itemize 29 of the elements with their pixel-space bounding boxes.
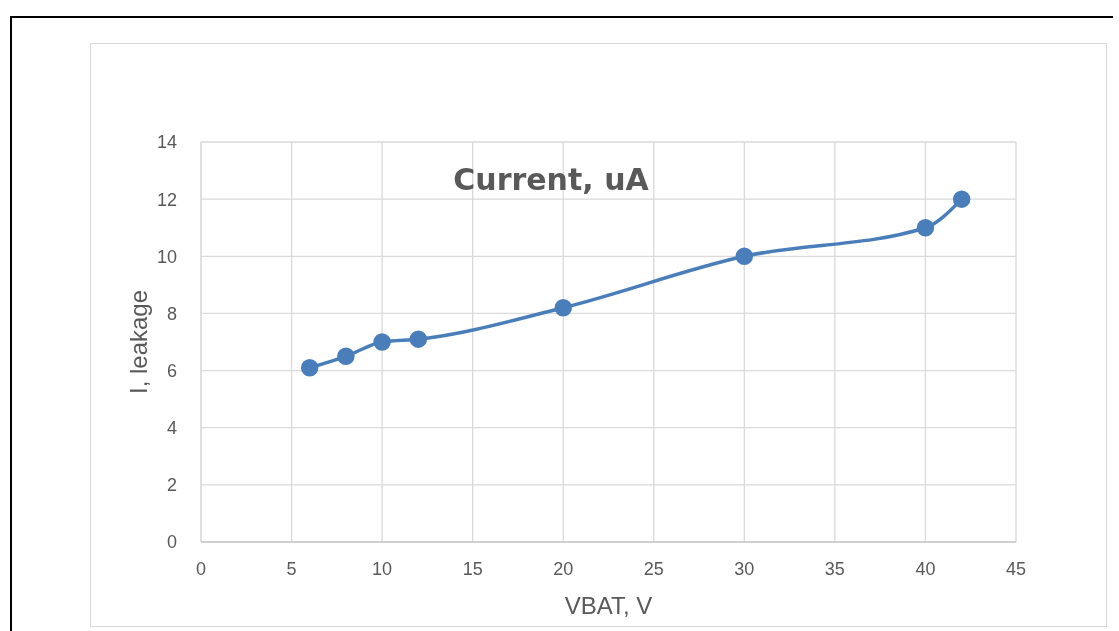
point <box>735 247 754 266</box>
x-tick-label: 5 <box>286 558 297 579</box>
x-tick-label: 30 <box>734 558 755 579</box>
text: Current, uA <box>453 162 649 197</box>
x-tick-label: 35 <box>824 558 845 579</box>
x-axis-title: VBAT, V <box>564 592 653 619</box>
x-tick-label: 40 <box>915 558 936 579</box>
point <box>409 330 428 348</box>
point <box>554 298 572 317</box>
y-tick-label: 2 <box>166 475 177 496</box>
y-tick-label: 10 <box>156 246 177 267</box>
point <box>373 333 391 351</box>
y-tick-label: 14 <box>156 132 177 153</box>
point <box>952 190 971 208</box>
point <box>300 358 319 377</box>
y-tick-label: 0 <box>166 532 177 553</box>
x-tick-label: 10 <box>372 558 393 579</box>
y-tick-label: 8 <box>166 303 177 324</box>
point <box>916 218 935 237</box>
y-tick-label: 12 <box>156 189 177 210</box>
x-tick-label: 25 <box>643 558 664 579</box>
x-tick-label: 45 <box>1005 558 1027 579</box>
y-tick-label: 4 <box>166 418 177 439</box>
point <box>337 347 355 366</box>
x-tick-label: 0 <box>195 558 207 579</box>
y-tick-label: 6 <box>166 360 177 381</box>
x-tick-label: 20 <box>553 558 574 579</box>
x-tick-label: 15 <box>462 558 483 579</box>
y-axis-title: I, leakage <box>124 289 152 395</box>
